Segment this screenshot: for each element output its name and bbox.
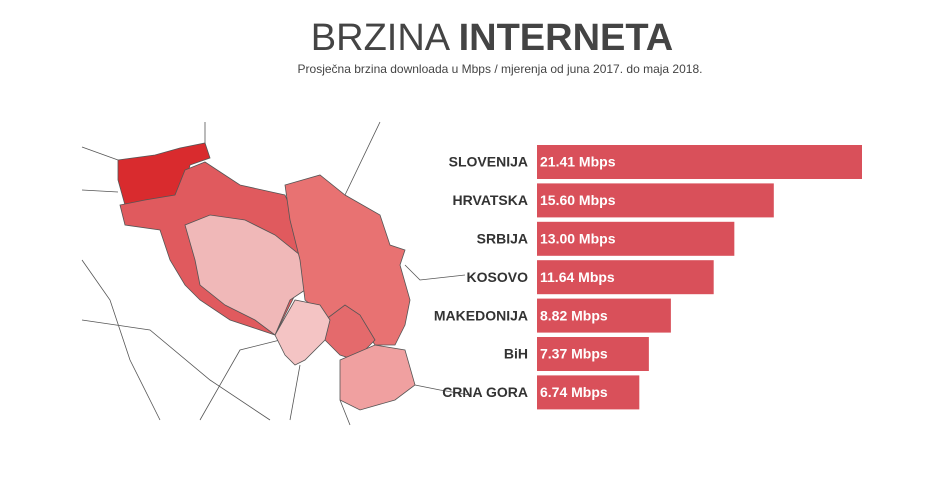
category-label: KOSOVO: [467, 269, 529, 285]
title-light: BRZINA: [311, 17, 451, 59]
map-border: [81, 121, 471, 426]
category-label: HRVATSKA: [453, 192, 528, 208]
bar: [537, 183, 774, 218]
title-bold: INTERNETA: [459, 17, 674, 59]
category-label: CRNA GORA: [442, 384, 528, 400]
value-label: 13.00 Mbps: [540, 231, 616, 247]
value-label: 6.74 Mbps: [540, 384, 608, 400]
bar: [537, 298, 671, 333]
value-label: 8.82 Mbps: [540, 307, 608, 323]
value-label: 7.37 Mbps: [540, 346, 608, 362]
bar: [537, 260, 714, 295]
category-label: BiH: [504, 346, 528, 362]
category-label: SRBIJA: [477, 231, 528, 247]
value-label: 21.41 Mbps: [540, 154, 616, 170]
map-macedonia: [339, 344, 416, 411]
chart-title: BRZINA INTERNETA: [311, 17, 673, 59]
bar: [537, 337, 649, 371]
category-label: MAKEDONIJA: [434, 307, 528, 323]
bar: [537, 375, 640, 410]
map-bih: [184, 214, 306, 336]
bar: [537, 145, 862, 179]
chart-subtitle: Prosječna brzina downloada u Mbps / mjer…: [298, 62, 703, 76]
value-label: 15.60 Mbps: [540, 192, 616, 208]
map: [81, 121, 471, 426]
bar: [537, 221, 735, 256]
category-label: SLOVENIJA: [449, 154, 528, 170]
map-montenegro: [274, 299, 331, 366]
value-label: 11.64 Mbps: [540, 269, 615, 285]
map-serbia: [284, 174, 411, 346]
